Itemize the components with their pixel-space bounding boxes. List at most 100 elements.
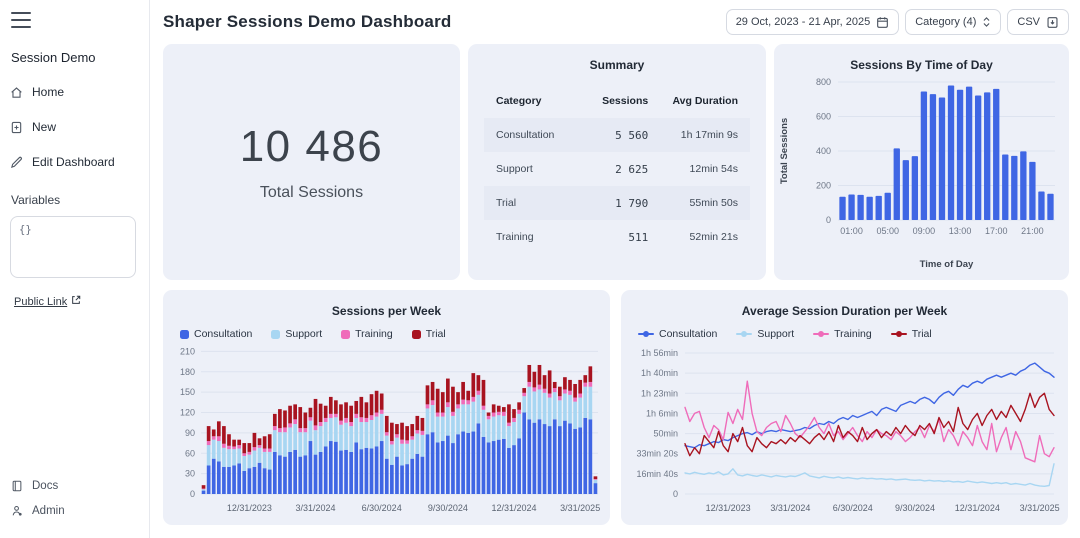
sidebar-item-home[interactable]: Home — [10, 85, 137, 99]
stacked-bar-segment — [313, 454, 318, 494]
stacked-bar-segment — [537, 384, 542, 390]
legend-label: Support — [757, 328, 795, 340]
sidebar-item-new[interactable]: New — [10, 120, 137, 134]
stacked-bar-segment — [293, 404, 297, 420]
stacked-bar-segment — [395, 424, 399, 435]
stacked-bar-segment — [374, 446, 379, 494]
stacked-bar-segment — [593, 483, 598, 494]
external-link-icon — [71, 295, 81, 308]
sidebar-item-label: Docs — [32, 480, 59, 492]
stacked-bar-segment — [283, 456, 287, 494]
bar — [1020, 151, 1027, 220]
bar — [1047, 193, 1054, 220]
stacked-bar-segment — [216, 461, 221, 494]
stacked-bar-segment — [527, 381, 532, 387]
stacked-bar-segment — [578, 397, 583, 428]
stacked-bar-segment — [278, 409, 282, 429]
stacked-bar-segment — [328, 396, 333, 414]
legend-item[interactable]: Trial — [411, 328, 446, 340]
stacked-bar-segment — [486, 412, 491, 416]
menu-icon[interactable] — [11, 12, 31, 28]
stacked-bar-segment — [410, 424, 415, 437]
chevron-updown-icon — [982, 16, 991, 28]
tick-label: 6/30/2024 — [362, 503, 402, 513]
date-range-label: 29 Oct, 2023 - 21 Apr, 2025 — [735, 16, 871, 28]
tick-label: 3/31/2024 — [770, 503, 810, 513]
stacked-bar-segment — [303, 432, 308, 456]
stacked-bar-segment — [557, 386, 562, 397]
stacked-bar-segment — [456, 392, 460, 405]
csv-export-button[interactable]: CSV — [1007, 9, 1069, 35]
legend-item[interactable]: Support — [736, 328, 794, 340]
stacked-bar-segment — [201, 485, 206, 489]
stacked-bar-segment — [247, 454, 252, 469]
csv-export-label: CSV — [1017, 16, 1040, 28]
stacked-bar-segment — [410, 439, 415, 459]
cell-duration: 12min 54s — [689, 163, 738, 175]
stacked-bar-segment — [227, 445, 231, 450]
book-icon — [11, 480, 23, 492]
stacked-bar-segment — [278, 432, 282, 456]
public-link[interactable]: Public Link — [14, 295, 81, 308]
legend-label: Consultation — [194, 328, 253, 340]
stacked-bar-segment — [349, 451, 353, 494]
legend-item[interactable]: Consultation — [180, 328, 252, 340]
stacked-bar-segment — [451, 443, 455, 494]
stacked-bar-segment — [547, 370, 552, 394]
stacked-bar-segment — [420, 434, 425, 457]
stacked-bar-segment — [237, 463, 242, 494]
stacked-bar-segment — [339, 424, 343, 451]
category-select[interactable]: Category (4) — [905, 9, 1002, 35]
stacked-bar-segment — [537, 389, 542, 420]
stacked-bar-segment — [201, 490, 206, 494]
stacked-bar-segment — [502, 407, 506, 412]
stacked-bar-segment — [507, 422, 511, 427]
stacked-bar-segment — [522, 388, 527, 393]
stacked-bar-segment — [242, 470, 247, 494]
legend-item[interactable]: Consultation — [638, 328, 717, 340]
legend-item[interactable]: Training — [341, 328, 393, 340]
stacked-bar-segment — [390, 444, 394, 465]
stacked-bar-segment — [496, 439, 501, 494]
variables-input[interactable]: {} — [10, 216, 136, 278]
summary-table: Category Sessions Avg Duration Consultat… — [484, 86, 750, 254]
summary-title: Summary — [589, 58, 645, 72]
stacked-bar-segment — [573, 397, 577, 402]
stacked-bar-segment — [446, 435, 450, 494]
legend-label: Training — [355, 328, 393, 340]
legend-label: Trial — [911, 328, 932, 340]
stacked-bar-segment — [425, 385, 430, 405]
stacked-bar-segment — [502, 411, 506, 416]
stacked-bar-segment — [252, 432, 257, 448]
bar — [965, 86, 973, 220]
sidebar-item-admin[interactable]: Admin — [11, 505, 65, 517]
stacked-bar-segment — [379, 441, 384, 494]
stacked-bar-segment — [369, 394, 374, 416]
stacked-bar-segment — [308, 417, 313, 421]
date-range-button[interactable]: 29 Oct, 2023 - 21 Apr, 2025 — [725, 9, 900, 35]
sidebar-item-docs[interactable]: Docs — [11, 480, 65, 492]
stacked-bar-segment — [379, 413, 384, 442]
summary-card: Summary Category Sessions Avg Duration C… — [468, 44, 766, 280]
stacked-bar-segment — [232, 446, 236, 450]
stacked-bar-segment — [298, 407, 303, 429]
stacked-bar-segment — [227, 434, 231, 446]
stacked-bar-segment — [298, 428, 303, 433]
legend-item[interactable]: Trial — [890, 328, 932, 340]
legend-label: Consultation — [659, 328, 718, 340]
stacked-bar-segment — [466, 390, 471, 401]
stacked-bar-segment — [272, 430, 277, 452]
stacked-bar-segment — [395, 437, 399, 457]
tick-label: 600 — [816, 112, 831, 122]
tick-label: 150 — [180, 387, 195, 397]
tick-label: 9/30/2024 — [895, 503, 935, 513]
stacked-bar-segment — [272, 451, 277, 494]
stacked-bar-segment — [262, 451, 267, 469]
stacked-bar-segment — [369, 415, 374, 420]
sidebar-item-edit-dashboard[interactable]: Edit Dashboard — [10, 155, 137, 169]
legend-item[interactable]: Support — [271, 328, 322, 340]
legend-swatch — [341, 329, 351, 339]
legend-item[interactable]: Training — [813, 328, 872, 340]
stacked-bar-segment — [466, 404, 471, 433]
stacked-bar-segment — [237, 448, 242, 464]
